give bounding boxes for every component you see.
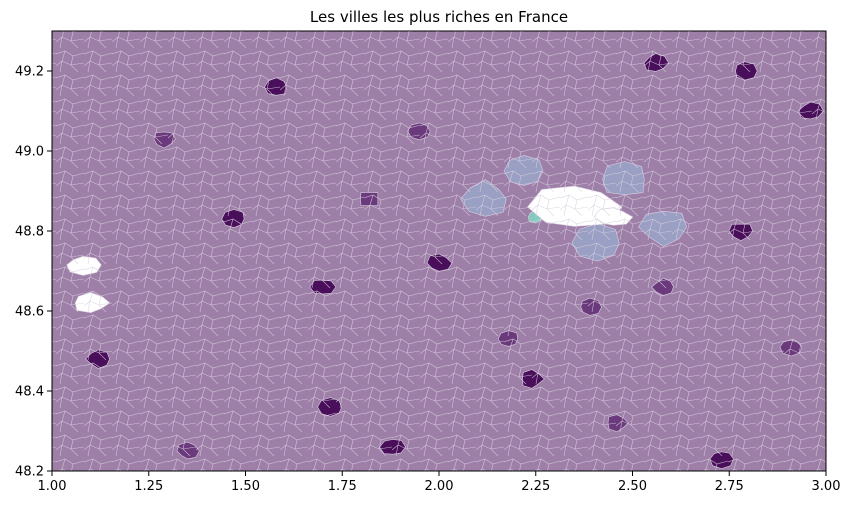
y-tick-label: 49.0 [15,145,44,160]
x-tick-label: 3.00 [812,479,841,494]
y-tick-label: 48.6 [15,305,44,320]
x-tick-label: 1.25 [134,479,163,494]
x-tick-label: 1.50 [231,479,260,494]
chart-title: Les villes les plus riches en France [310,8,568,26]
x-axis: 1.00 1.25 1.50 1.75 2.00 2.25 2.50 2.75 3.00 [38,471,841,494]
x-tick-label: 2.75 [715,479,744,494]
y-axis: 48.2 48.4 48.6 48.8 49.0 49.2 [15,65,52,480]
x-tick-label: 1.75 [328,479,357,494]
x-tick-label: 1.00 [38,479,67,494]
y-tick-label: 48.2 [15,465,44,480]
x-tick-label: 2.25 [521,479,550,494]
x-tick-label: 2.50 [618,479,647,494]
y-tick-label: 49.2 [15,65,44,80]
y-tick-label: 48.4 [15,385,44,400]
map-area [52,31,826,471]
commune-borders [52,31,826,471]
y-tick-label: 48.8 [15,225,44,240]
x-tick-label: 2.00 [425,479,454,494]
